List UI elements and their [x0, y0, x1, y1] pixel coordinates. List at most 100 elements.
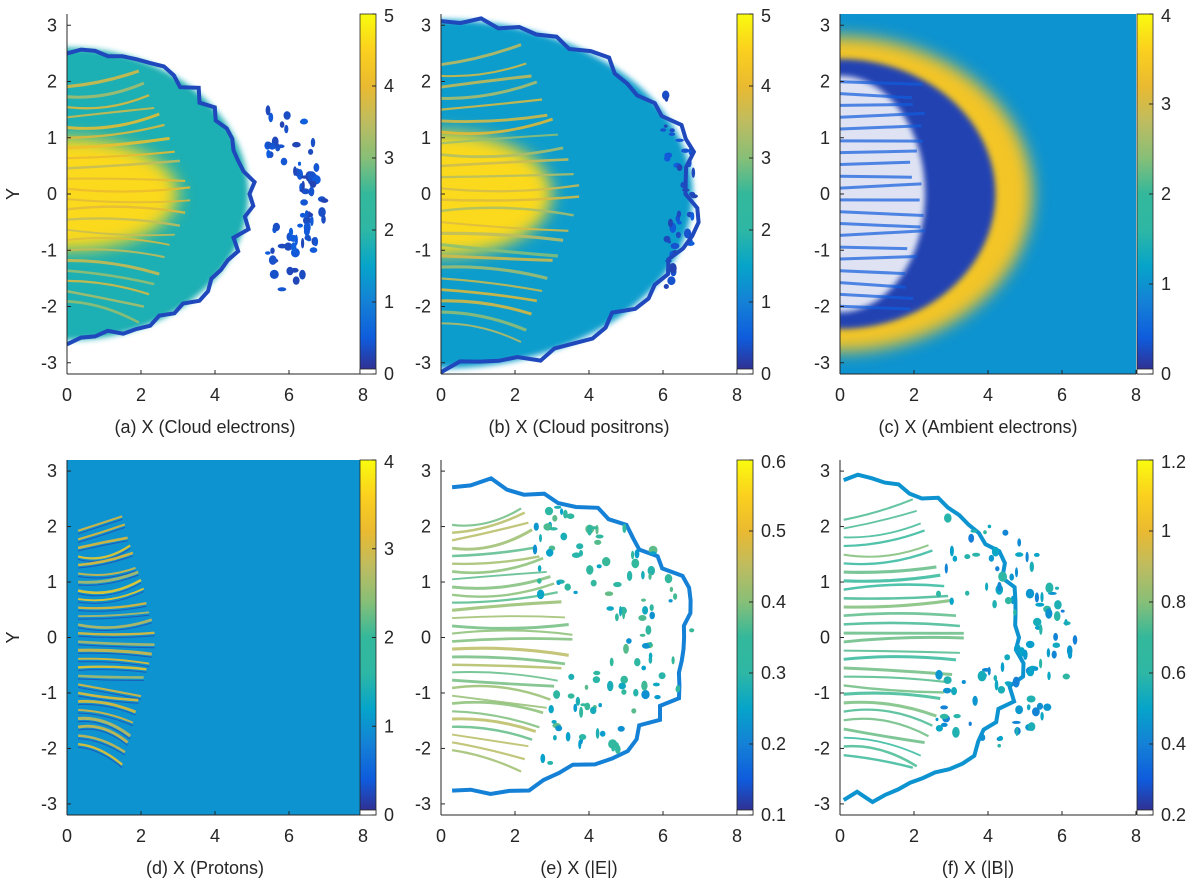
colorbar-tick-label: 4 — [761, 76, 771, 96]
x-tick-label: 8 — [358, 385, 368, 405]
x-tick-label: 0 — [835, 385, 845, 405]
x-tick-label: 4 — [584, 826, 594, 846]
colorbar-tick-label: 0.6 — [761, 452, 786, 472]
plot-area — [67, 14, 363, 374]
y-tick-label: 2 — [820, 72, 830, 92]
colorbar-tick-label: 1 — [384, 716, 394, 736]
y-tick-label: -2 — [415, 297, 431, 317]
colorbar-tick-label: 0 — [1161, 364, 1171, 384]
panel-caption: (a) X (Cloud electrons) — [114, 417, 295, 437]
x-tick-label: 4 — [210, 385, 220, 405]
y-tick-label: 0 — [820, 628, 830, 648]
colorbar-tick-label: 5 — [761, 6, 771, 26]
y-tick-label: 1 — [820, 572, 830, 592]
y-tick-label: 2 — [47, 517, 57, 537]
colorbar-tick-label: 0.1 — [761, 805, 786, 825]
colorbar-tick-label: 0 — [761, 364, 771, 384]
y-tick-label: 3 — [820, 461, 830, 481]
colorbar-tick-label: 2 — [384, 220, 394, 240]
colorbar-scale — [736, 459, 754, 816]
colorbar-scale — [1136, 459, 1154, 816]
x-tick-label: 2 — [136, 385, 146, 405]
colorbar-tick-label: 3 — [384, 539, 394, 559]
x-tick-label: 0 — [62, 826, 72, 846]
y-tick-label: 0 — [47, 628, 57, 648]
y-tick-label: 1 — [820, 128, 830, 148]
panel-caption: (d) X (Protons) — [146, 858, 264, 878]
y-tick-label: -1 — [41, 683, 57, 703]
colorbar-under-swatch — [1136, 368, 1154, 375]
panel-caption: (b) X (Cloud positrons) — [488, 417, 669, 437]
y-tick-label: -3 — [415, 794, 431, 814]
colorbar-tick-label: 3 — [761, 148, 771, 168]
axes: 0 2 4 6 8 -3 -2 -1 0 1 2 3 — [41, 460, 368, 846]
colorbar-tick-label: 0.6 — [1161, 663, 1186, 683]
density-blobs — [935, 513, 1078, 748]
colorbar-tick-label: 0.4 — [1161, 734, 1186, 754]
y-tick-label: -3 — [41, 794, 57, 814]
axes: 0 2 4 6 8 -3 -2 -1 0 1 2 3 — [415, 460, 742, 846]
y-tick-label: -2 — [41, 297, 57, 317]
density-rim — [67, 47, 257, 347]
y-tick-label: 0 — [47, 184, 57, 204]
panel-c: 0 2 4 6 8 -3 -2 -1 0 1 2 3 (c) X (Ambient electrons)… — [814, 6, 1171, 437]
x-tick-label: 0 — [436, 826, 446, 846]
colorbar-tick-label: 0 — [384, 805, 394, 825]
y-tick-label: 3 — [820, 15, 830, 35]
y-tick-label: 1 — [47, 128, 57, 148]
x-tick-label: 2 — [909, 826, 919, 846]
x-tick-label: 0 — [835, 826, 845, 846]
colorbar: 0 1 2 3 4 — [359, 452, 394, 825]
density-rim — [441, 16, 701, 374]
colorbar-scale — [359, 13, 377, 375]
x-tick-label: 2 — [510, 385, 520, 405]
y-tick-label: -3 — [41, 353, 57, 373]
axes: 0 2 4 6 8 -3 -2 -1 0 1 2 3 — [814, 460, 1141, 846]
x-tick-label: 6 — [1057, 826, 1067, 846]
y-tick-label: 0 — [421, 184, 431, 204]
y-tick-label: -3 — [814, 353, 830, 373]
colorbar-tick-label: 0 — [384, 364, 394, 384]
y-tick-label: -1 — [814, 683, 830, 703]
panel-caption: (e) X (|E|) — [540, 858, 617, 878]
x-tick-label: 2 — [909, 385, 919, 405]
x-tick-label: 8 — [1131, 385, 1141, 405]
colorbar-tick-label: 2 — [384, 628, 394, 648]
x-tick-label: 4 — [983, 826, 993, 846]
y-tick-label: 3 — [47, 461, 57, 481]
plot-area — [441, 14, 737, 374]
colorbar-tick-label: 1 — [1161, 274, 1171, 294]
y-tick-label: -1 — [415, 240, 431, 260]
density-filaments — [67, 69, 191, 324]
axes: 0 2 4 6 8 -3 -2 -1 0 1 2 3 — [41, 14, 368, 405]
y-axis-label: Y — [3, 631, 23, 643]
axes: 0 2 4 6 8 -3 -2 -1 0 1 2 3 — [814, 14, 1141, 405]
axes: 0 2 4 6 8 -3 -2 -1 0 1 2 3 — [415, 14, 742, 405]
colorbar-tick-label: 0.2 — [761, 734, 786, 754]
density-blobs — [532, 505, 695, 765]
plot-area — [67, 460, 363, 815]
x-tick-label: 4 — [210, 826, 220, 846]
y-axis-label: Y — [3, 188, 23, 200]
panel-caption: (c) X (Ambient electrons) — [878, 417, 1077, 437]
colorbar-under-swatch — [359, 809, 377, 816]
y-tick-label: 0 — [820, 184, 830, 204]
y-tick-label: 1 — [421, 128, 431, 148]
plot-background — [441, 460, 737, 815]
plot-area — [441, 460, 737, 815]
x-tick-label: 0 — [62, 385, 72, 405]
colorbar-tick-label: 1 — [384, 292, 394, 312]
panel-b: 0 2 4 6 8 -3 -2 -1 0 1 2 3 (b) X (Cloud positrons) 0 1… — [415, 6, 771, 437]
colorbar: 0 1 2 3 4 — [1136, 6, 1171, 384]
y-tick-label: -1 — [415, 683, 431, 703]
colorbar-tick-label: 4 — [1161, 6, 1171, 26]
panel-d: 0 2 4 6 8 -3 -2 -1 0 1 2 3 (d) X (Protons) Y 0 1 2 3 4 — [3, 452, 394, 878]
y-tick-label: 2 — [421, 517, 431, 537]
colorbar-tick-label: 5 — [384, 6, 394, 26]
density-blobs — [264, 105, 329, 292]
colorbar-tick-label: 1 — [1161, 521, 1171, 541]
y-tick-label: -2 — [814, 297, 830, 317]
x-tick-label: 4 — [983, 385, 993, 405]
y-tick-label: 2 — [421, 72, 431, 92]
y-tick-label: -1 — [41, 240, 57, 260]
